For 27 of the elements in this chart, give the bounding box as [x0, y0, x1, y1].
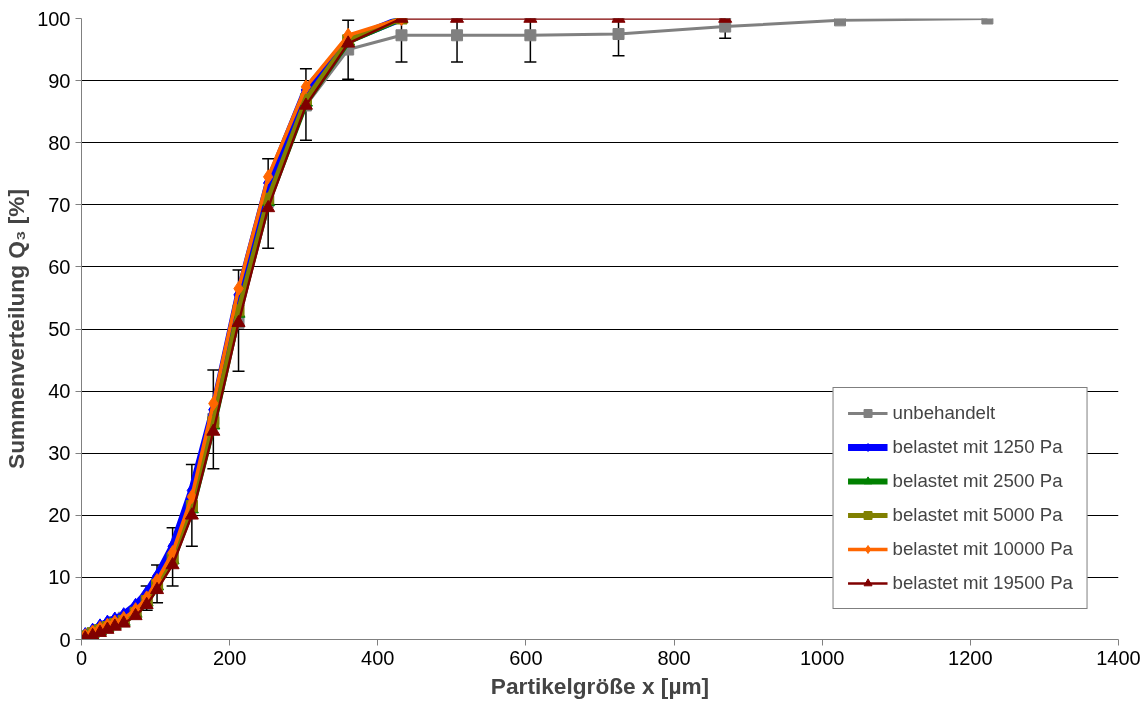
- y-tick-label: 80: [48, 131, 71, 154]
- x-tick-label: 0: [75, 646, 88, 669]
- x-tick-label: 1000: [799, 646, 845, 669]
- legend-label: belastet mit 5000 Pa: [892, 504, 1063, 526]
- y-tick-label: 100: [37, 7, 71, 30]
- y-tick-label: 70: [48, 193, 71, 216]
- x-tick-label: 600: [509, 646, 543, 669]
- y-axis-title: Summenverteilung Q₃ [%]: [3, 189, 30, 469]
- x-tick-label: 1200: [948, 646, 993, 669]
- y-tick-label: 40: [48, 380, 71, 403]
- y-tick-label: 20: [48, 504, 71, 527]
- x-tick-label: 800: [657, 646, 691, 669]
- y-tick-label: 90: [48, 69, 71, 92]
- legend-label: belastet mit 10000 Pa: [892, 538, 1073, 560]
- y-tick-label: 10: [48, 566, 71, 589]
- legend-label: belastet mit 1250 Pa: [892, 436, 1063, 458]
- y-tick-label: 60: [48, 255, 71, 278]
- y-tick-label: 50: [48, 318, 71, 340]
- legend-label: unbehandelt: [892, 402, 996, 424]
- legend-label: belastet mit 19500 Pa: [892, 572, 1073, 594]
- y-tick-label: 30: [48, 442, 71, 465]
- legend-label: belastet mit 2500 Pa: [892, 470, 1063, 492]
- x-tick-label: 400: [361, 646, 395, 669]
- x-tick-label: 200: [212, 646, 247, 669]
- x-axis-title: Partikelgröße x [µm]: [490, 672, 710, 699]
- y-tick-label: 0: [59, 628, 71, 651]
- x-tick-label: 1400: [1096, 646, 1141, 669]
